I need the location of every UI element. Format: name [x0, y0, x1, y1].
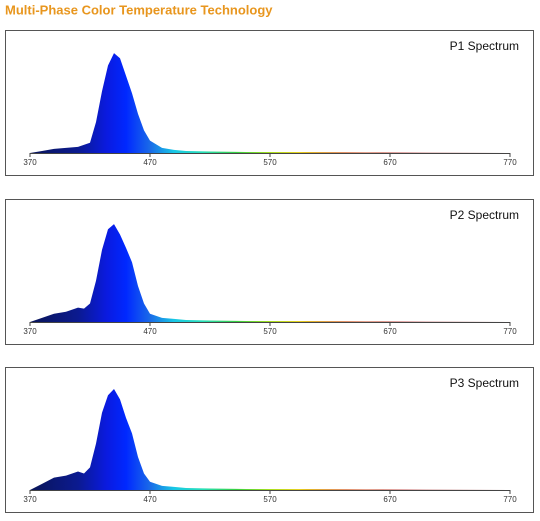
x-tick-label: 770 — [503, 327, 517, 336]
x-tick-label: 570 — [263, 158, 277, 167]
x-tick-label: 670 — [383, 158, 397, 167]
spectrum-panel: P2 Spectrum 370 470 570 670 770 — [5, 199, 534, 345]
x-tick-label: 370 — [23, 327, 37, 336]
x-tick-label: 570 — [263, 327, 277, 336]
spectrum-area — [30, 224, 510, 322]
x-tick-label: 470 — [143, 327, 157, 336]
x-tick-label: 770 — [503, 158, 517, 167]
panel-title: P1 Spectrum — [450, 39, 519, 53]
x-tick-label: 770 — [503, 495, 517, 504]
spectrum-area — [30, 53, 510, 154]
x-tick-label: 470 — [143, 158, 157, 167]
panel-title: P2 Spectrum — [450, 208, 519, 222]
x-tick-label: 370 — [23, 495, 37, 504]
x-tick-label: 670 — [383, 327, 397, 336]
x-tick-label: 370 — [23, 158, 37, 167]
panel-title: P3 Spectrum — [450, 376, 519, 390]
spectrum-panel: P1 Spectrum 370 470 570 670 770 — [5, 30, 534, 176]
x-tick-label: 570 — [263, 495, 277, 504]
x-tick-label: 470 — [143, 495, 157, 504]
page-title: Multi-Phase Color Temperature Technology — [5, 2, 273, 17]
spectrum-area — [30, 389, 510, 490]
spectrum-panel: P3 Spectrum 370 470 570 670 770 — [5, 367, 534, 513]
x-tick-label: 670 — [383, 495, 397, 504]
